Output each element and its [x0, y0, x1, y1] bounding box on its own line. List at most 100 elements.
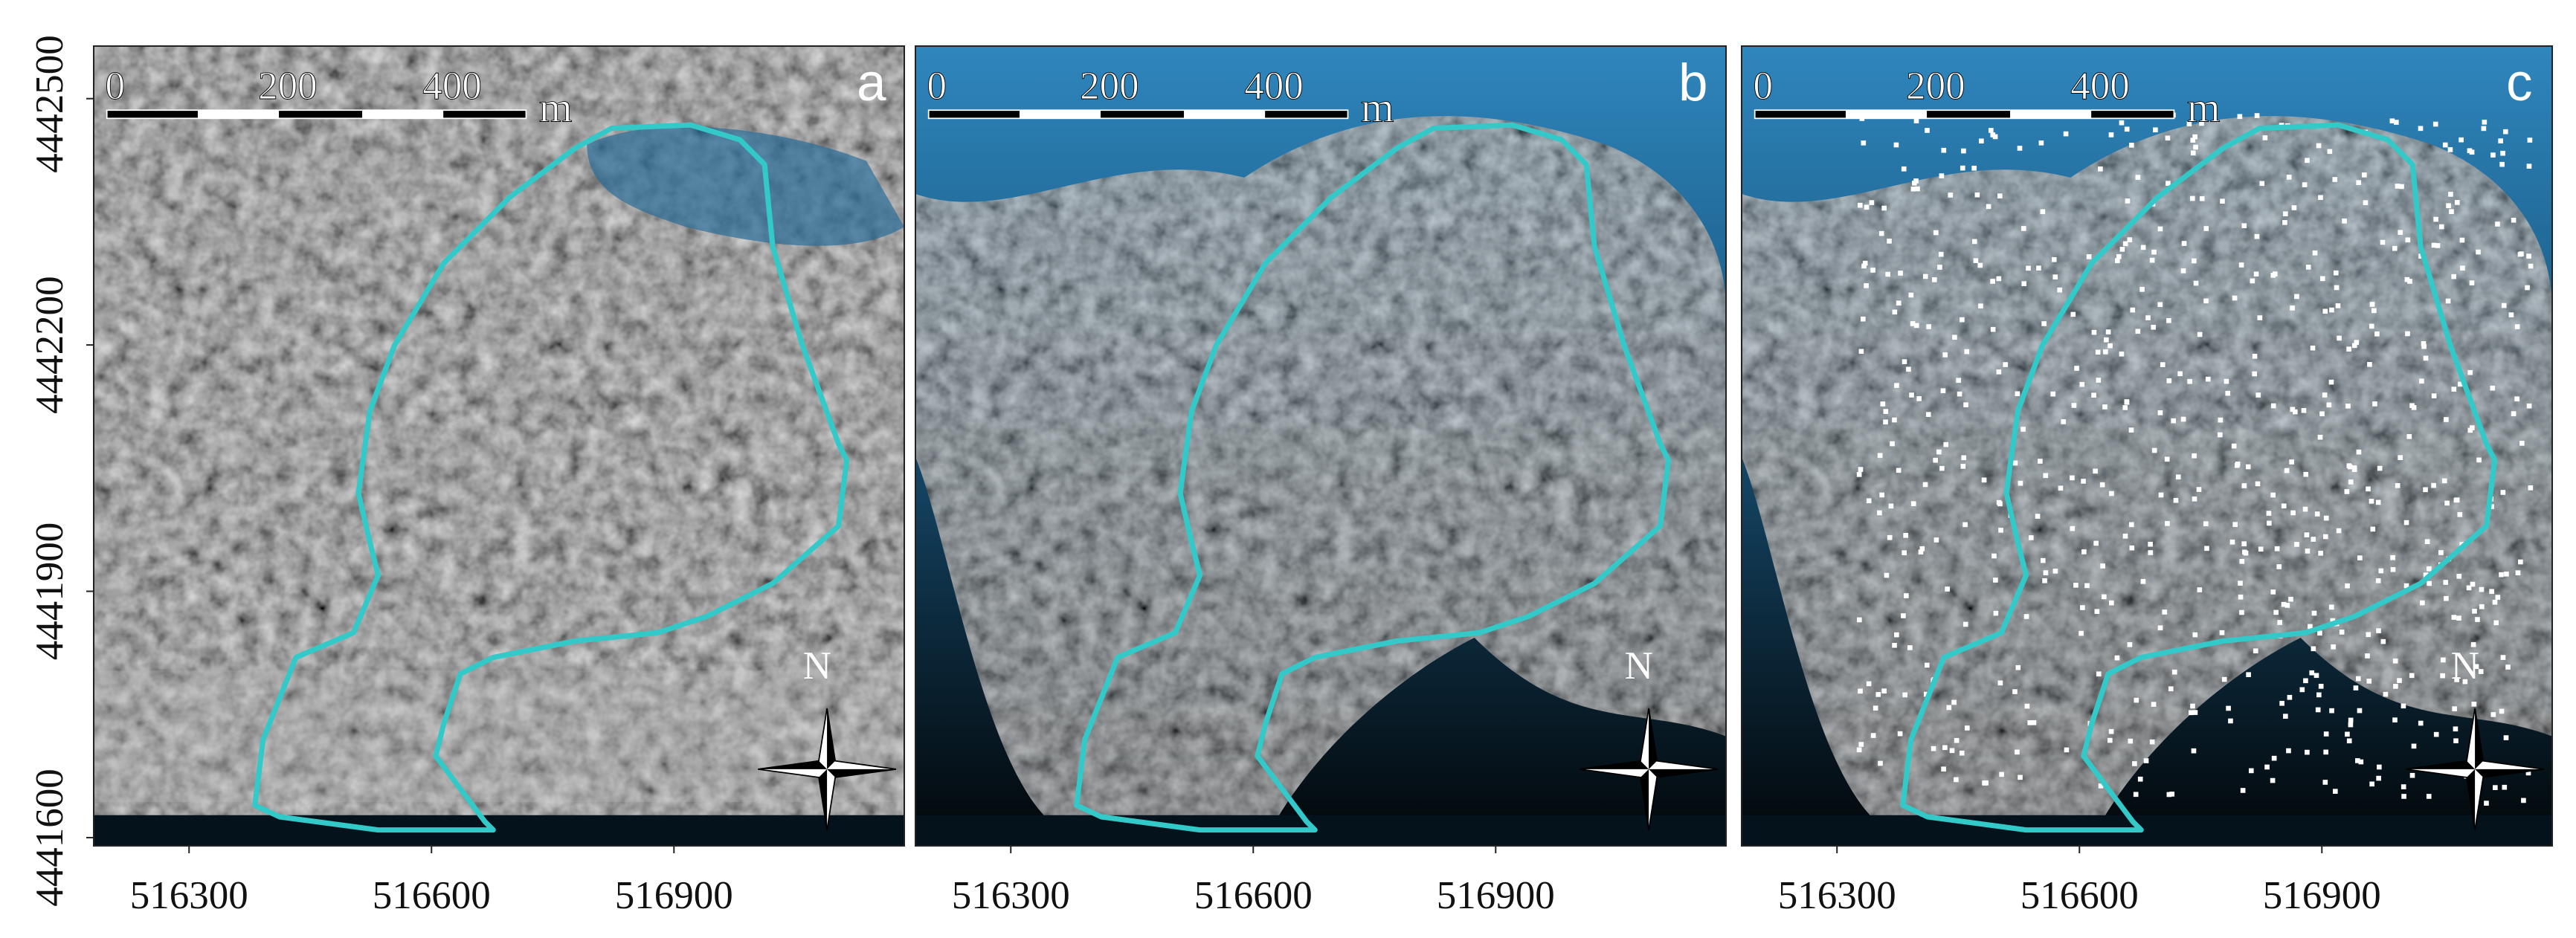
point — [2433, 731, 2439, 737]
point — [1941, 147, 1947, 153]
point — [2526, 403, 2532, 409]
point — [2021, 281, 2027, 286]
point — [1909, 392, 1914, 398]
point — [1887, 534, 1893, 540]
point — [2444, 500, 2450, 506]
point — [2500, 490, 2506, 495]
point — [2357, 708, 2363, 714]
point — [1913, 118, 1919, 123]
point — [2175, 474, 2181, 480]
point — [2139, 286, 2145, 292]
point — [1956, 378, 1961, 384]
point — [2036, 265, 2041, 271]
point — [1913, 178, 1919, 184]
point — [2134, 697, 2139, 703]
point — [2319, 411, 2325, 417]
point — [2424, 539, 2430, 545]
point — [1906, 366, 1911, 372]
point — [2181, 241, 2187, 246]
point — [1963, 402, 1968, 408]
point — [2475, 617, 2480, 622]
point — [2238, 580, 2243, 586]
point — [2081, 549, 2087, 554]
point — [2040, 557, 2046, 563]
point — [1892, 642, 1897, 648]
point — [2028, 535, 2034, 540]
y-tick-label: 4441900 — [28, 523, 71, 661]
point — [2499, 161, 2505, 167]
map-panel: 0 200 400 m b N — [915, 46, 1726, 847]
map-panel: 0 200 400 m c N — [1742, 46, 2552, 847]
point — [1898, 271, 1903, 276]
point — [2043, 473, 2049, 479]
scale-bar-segment — [2009, 109, 2093, 119]
point — [1926, 324, 1931, 329]
point — [1954, 737, 1960, 743]
point — [2476, 249, 2481, 255]
point — [2460, 265, 2465, 271]
scale-bar-segment — [1844, 109, 1928, 119]
point — [2197, 331, 2203, 337]
scale-bar-segment — [1754, 109, 1846, 119]
point — [2346, 463, 2352, 468]
point — [2345, 404, 2351, 409]
y-tick-label: 4442200 — [28, 276, 71, 414]
compass-star — [758, 708, 897, 830]
point — [2204, 546, 2209, 552]
point — [2376, 628, 2381, 633]
point — [1893, 142, 1899, 148]
point — [2495, 595, 2501, 600]
point — [2407, 279, 2412, 284]
point — [2191, 748, 2197, 754]
point — [1943, 441, 1949, 447]
point — [2232, 522, 2238, 527]
point — [1904, 593, 1909, 598]
point — [2310, 345, 2316, 351]
point — [2057, 287, 2062, 293]
scale-label: 200 — [1906, 65, 1965, 108]
point — [1945, 586, 1950, 592]
point — [2108, 343, 2113, 349]
point — [2519, 251, 2524, 256]
scale-bar-segment — [2091, 109, 2175, 119]
point — [2473, 664, 2479, 670]
point — [2403, 520, 2409, 525]
point — [2238, 262, 2244, 268]
point — [2470, 425, 2475, 430]
point — [1954, 777, 1959, 783]
point — [2157, 410, 2163, 415]
point — [2353, 685, 2359, 690]
point — [2189, 195, 2195, 201]
point — [2157, 625, 2163, 631]
point — [2015, 664, 2021, 670]
point — [2063, 131, 2069, 137]
point — [2362, 172, 2367, 178]
point — [2241, 223, 2247, 229]
point — [2462, 679, 2468, 685]
point — [1885, 271, 1890, 277]
point — [2526, 253, 2531, 259]
point — [2192, 710, 2198, 715]
point — [2071, 403, 2077, 408]
point — [1894, 632, 1899, 638]
map-panel: 0 200 400 m a N — [94, 46, 904, 847]
point — [2374, 331, 2380, 337]
scale-bar-segment — [928, 109, 1020, 119]
point — [2500, 655, 2506, 660]
point — [1923, 691, 1929, 697]
point — [1861, 263, 1867, 269]
point — [1939, 465, 1945, 471]
point — [1862, 260, 1868, 266]
point — [2400, 784, 2406, 789]
point — [2409, 772, 2415, 778]
point — [2168, 686, 2174, 692]
point — [1933, 457, 1938, 463]
point — [2151, 249, 2157, 255]
point — [2390, 566, 2396, 572]
point — [2220, 198, 2225, 204]
point — [2228, 718, 2233, 724]
point — [2453, 726, 2459, 732]
point — [2115, 258, 2120, 263]
point — [2482, 119, 2488, 125]
point — [2317, 630, 2322, 636]
